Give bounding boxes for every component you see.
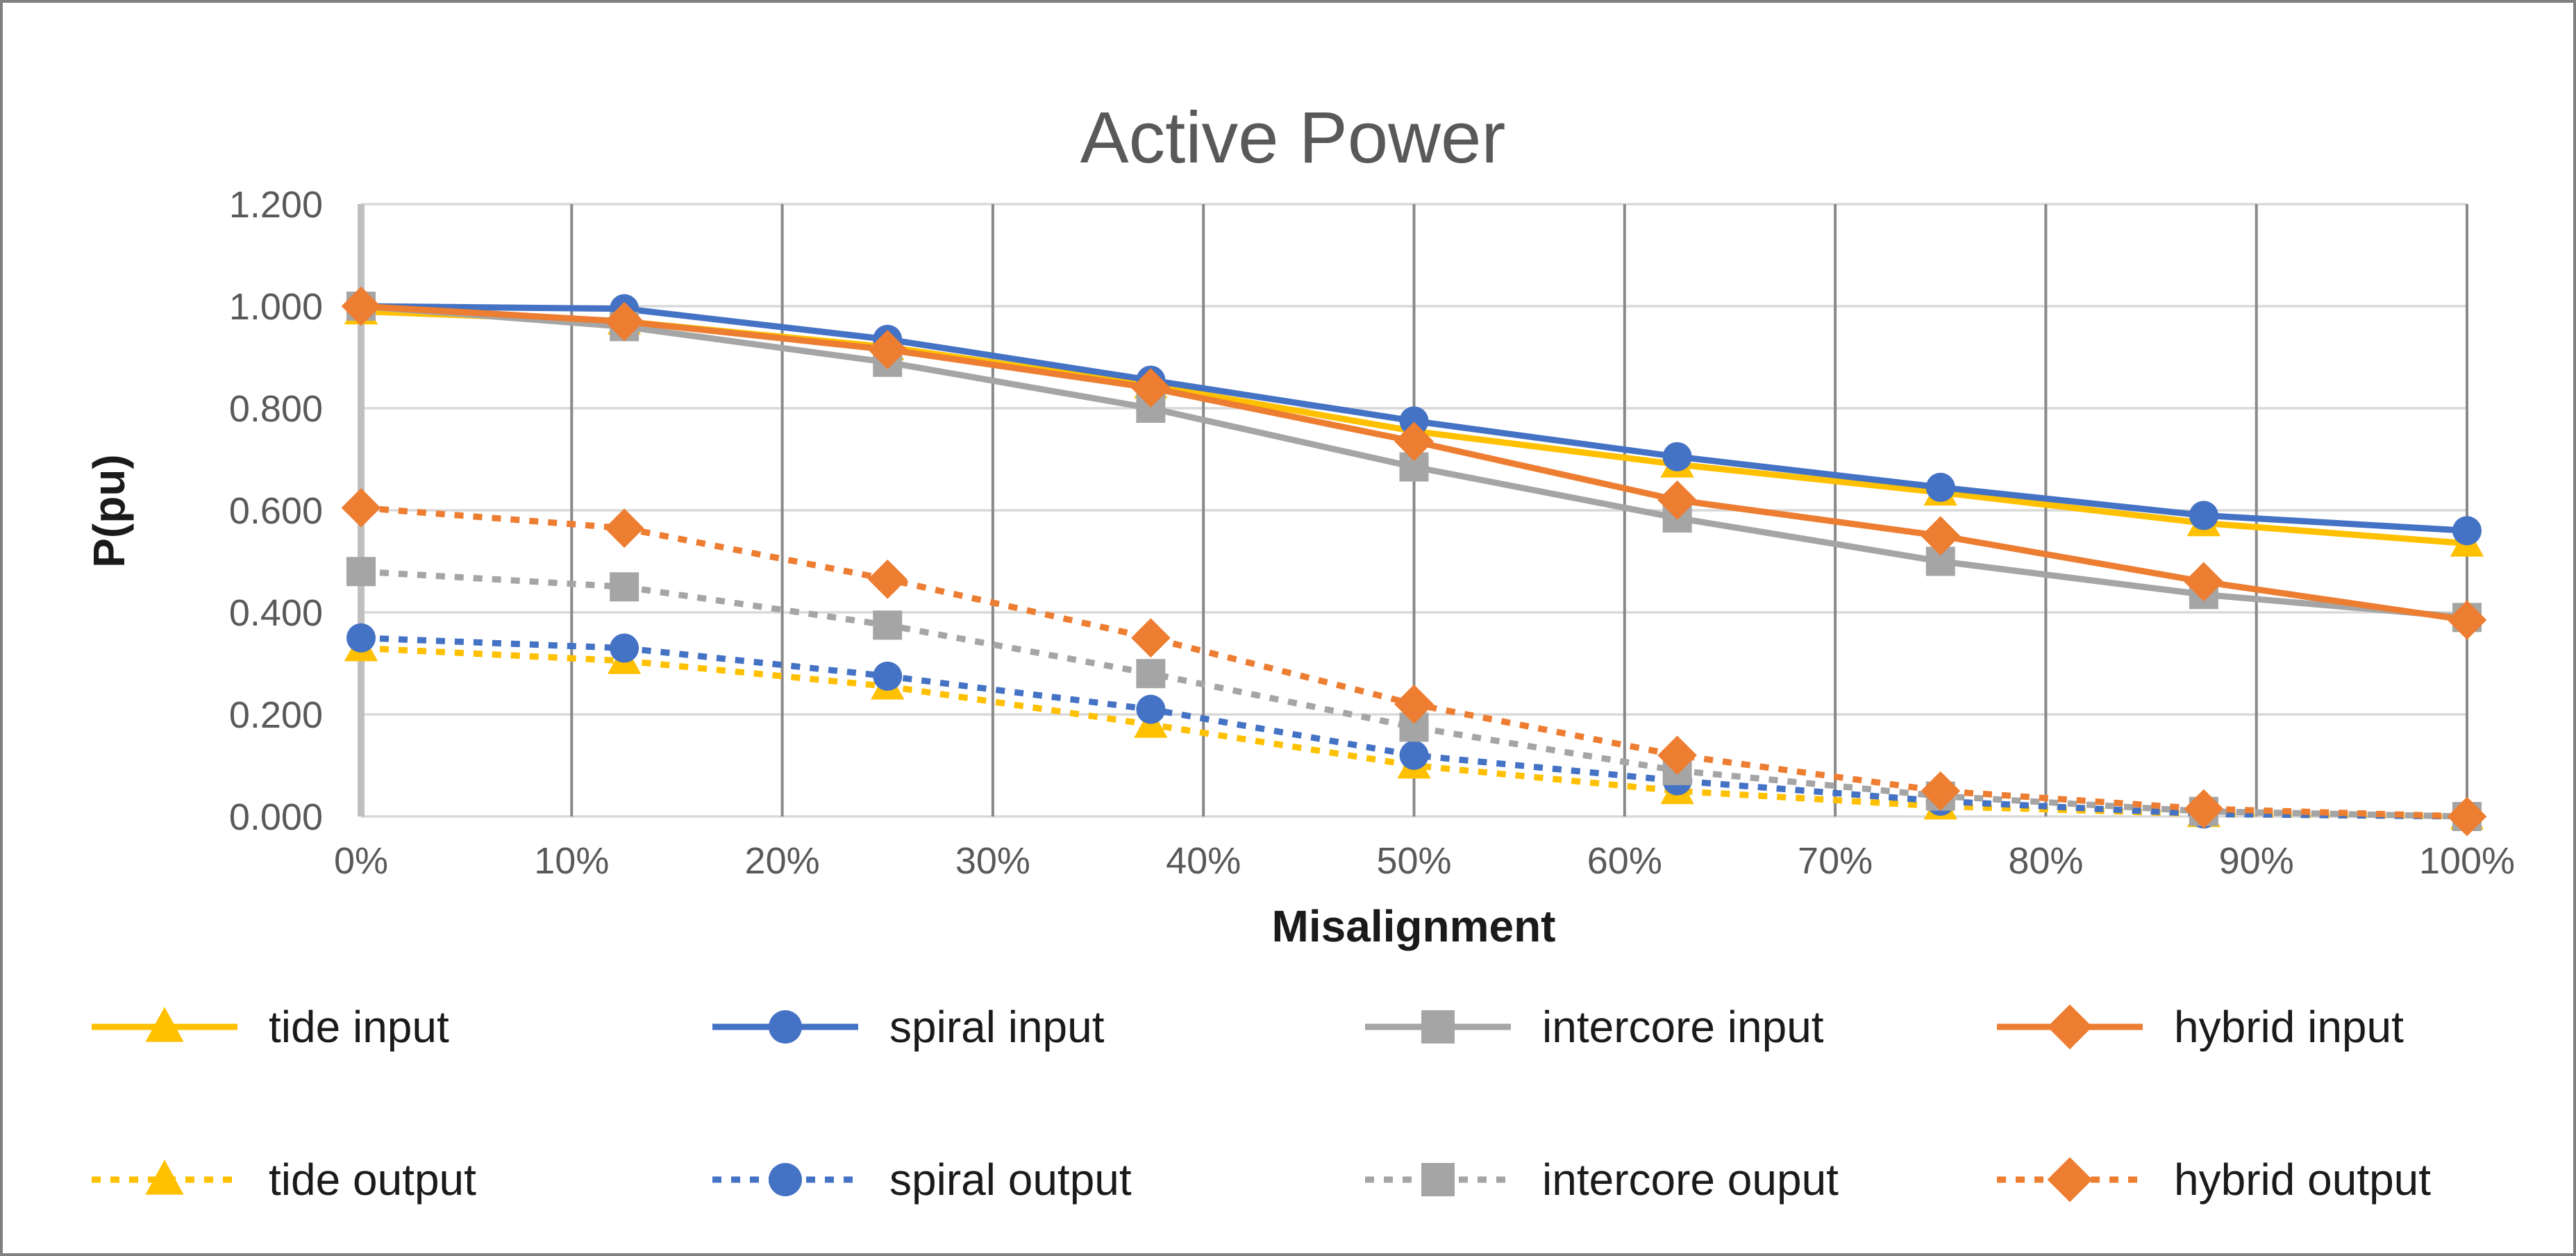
data-point-marker <box>2447 600 2487 640</box>
y-tick-label: 1.000 <box>229 286 323 328</box>
legend-item-tide-input: tide input <box>92 1002 449 1052</box>
y-tick-label: 0.000 <box>229 796 323 838</box>
legend-label: intercore input <box>1542 1002 1824 1052</box>
x-tick-label: 60% <box>1587 840 1662 882</box>
data-point-marker <box>2189 501 2218 530</box>
legend-item-hybrid-input: hybrid input <box>1997 1002 2404 1052</box>
active-power-line-chart: 0.000 0.200 0.400 0.600 0.800 1.000 1.200 0% 10%… <box>84 97 2515 1205</box>
data-point-marker <box>2184 562 2224 602</box>
data-point-marker <box>1921 516 1961 556</box>
data-point-marker <box>1662 442 1692 471</box>
legend-item-intercore-ouput: intercore ouput <box>1365 1155 1839 1205</box>
data-point-marker <box>346 557 376 587</box>
legend-label: tide output <box>269 1155 476 1205</box>
data-point-marker <box>2184 789 2224 829</box>
data-point-marker <box>1421 1163 1455 1196</box>
legend-item-spiral-input: spiral input <box>712 1002 1105 1052</box>
y-tick-label: 0.200 <box>229 694 323 736</box>
legend-item-intercore-input: intercore input <box>1365 1002 1824 1052</box>
legend-label: tide input <box>269 1002 449 1052</box>
data-point-marker <box>1131 368 1171 408</box>
data-point-marker <box>145 1159 184 1195</box>
data-point-marker <box>610 633 639 663</box>
data-point-marker <box>769 1163 802 1196</box>
data-point-marker <box>1657 735 1697 776</box>
legend-item-tide-output: tide output <box>92 1155 476 1205</box>
legend-label: spiral input <box>889 1002 1105 1052</box>
x-tick-label: 0% <box>334 840 388 882</box>
legend-item-spiral-output: spiral output <box>712 1155 1132 1205</box>
data-point-marker <box>2452 516 2482 546</box>
data-point-marker <box>610 572 639 602</box>
data-point-marker <box>873 661 903 691</box>
data-point-marker <box>1421 1010 1455 1044</box>
y-tick-label: 0.600 <box>229 490 323 532</box>
x-tick-label: 100% <box>2419 840 2515 882</box>
chart-title: Active Power <box>1080 97 1506 178</box>
data-series <box>341 286 2487 837</box>
y-tick-label: 0.800 <box>229 388 323 430</box>
data-point-marker <box>145 1007 184 1042</box>
x-axis-title: Misalignment <box>1272 901 1556 951</box>
data-point-marker <box>1399 406 1429 436</box>
x-tick-label: 70% <box>1798 840 1873 882</box>
legend-item-hybrid-output: hybrid output <box>1997 1155 2431 1205</box>
data-point-marker <box>2047 1157 2093 1203</box>
data-point-marker <box>1925 472 1955 502</box>
data-point-marker <box>341 487 381 528</box>
series-line <box>360 635 2468 820</box>
data-point-marker <box>604 508 644 549</box>
data-point-marker <box>1131 618 1171 658</box>
y-tick-label: 1.200 <box>229 184 323 226</box>
x-tick-label: 10% <box>534 840 609 882</box>
x-tick-label: 80% <box>2008 840 2083 882</box>
x-tick-label: 20% <box>745 840 820 882</box>
x-tick-label: 50% <box>1376 840 1451 882</box>
legend-label: hybrid output <box>2174 1155 2431 1205</box>
data-point-marker <box>1394 421 1434 462</box>
data-point-marker <box>769 1010 802 1044</box>
x-tick-label: 30% <box>955 840 1030 882</box>
data-point-marker <box>346 623 376 653</box>
axis-labels: 0.000 0.200 0.400 0.600 0.800 1.000 1.200 0% 10%… <box>229 184 2515 882</box>
data-point-marker <box>867 559 908 599</box>
legend-label: intercore ouput <box>1542 1155 1839 1205</box>
chart-legend: tide input spiral input intercore input hyb… <box>92 1002 2431 1205</box>
data-point-marker <box>1136 694 1166 724</box>
data-point-marker <box>604 301 644 342</box>
x-tick-label: 40% <box>1166 840 1241 882</box>
data-point-marker <box>1136 659 1166 689</box>
y-axis-title: P(pu) <box>84 454 134 568</box>
data-point-marker <box>341 286 381 326</box>
data-point-marker <box>2447 796 2487 837</box>
legend-label: hybrid input <box>2174 1002 2404 1052</box>
data-point-marker <box>1399 740 1429 770</box>
x-tick-label: 90% <box>2219 840 2294 882</box>
data-point-marker <box>2047 1004 2093 1050</box>
data-point-marker <box>1394 684 1434 724</box>
data-point-marker <box>1657 480 1697 520</box>
data-point-marker <box>873 610 903 640</box>
y-tick-label: 0.400 <box>229 592 323 634</box>
legend-label: spiral output <box>889 1155 1132 1205</box>
data-point-marker <box>867 330 908 369</box>
series-hybrid-input <box>341 286 2487 640</box>
data-point-marker <box>1921 771 1961 811</box>
series-hybrid-output <box>341 487 2487 837</box>
